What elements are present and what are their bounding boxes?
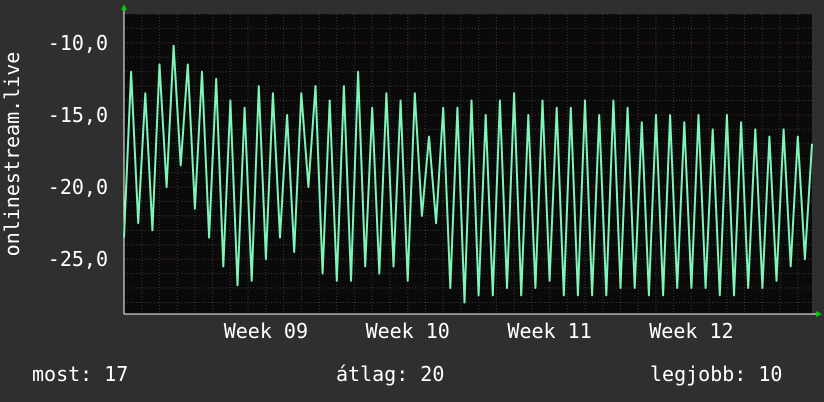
y-axis-label-text: onlinestream.live [0, 51, 24, 257]
stat-average: átlag: 20 [336, 362, 445, 386]
y-tick-label: -10,0 [48, 31, 108, 55]
y-axis-label: onlinestream.live [0, 30, 24, 278]
y-tick-label: -20,0 [48, 175, 108, 199]
series-line [123, 44, 813, 304]
y-tick-label: -15,0 [48, 103, 108, 127]
x-tick-label: Week 09 [224, 319, 308, 343]
x-tick-label: Week 11 [507, 319, 591, 343]
x-tick-label: Week 12 [649, 319, 733, 343]
stat-current: most: 17 [32, 362, 129, 386]
y-tick-label: -25,0 [48, 247, 108, 271]
x-tick-label: Week 10 [366, 319, 450, 343]
stat-best: legjobb: 10 [650, 362, 783, 386]
x-axis-arrow [816, 311, 822, 317]
y-axis-arrow [121, 4, 127, 10]
